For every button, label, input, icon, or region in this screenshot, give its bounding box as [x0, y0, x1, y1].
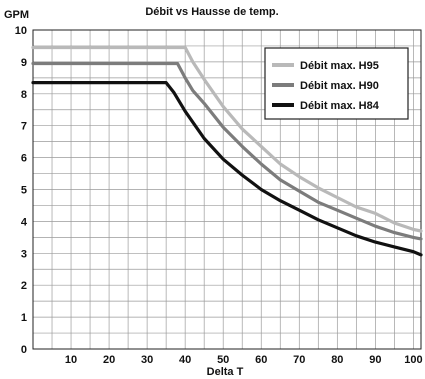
- x-tick-label: 20: [103, 354, 115, 366]
- y-tick-label: 2: [21, 280, 27, 292]
- y-axis-label: GPM: [4, 9, 29, 21]
- y-tick-label: 10: [15, 25, 27, 37]
- legend-label-h90: Débit max. H90: [300, 80, 379, 92]
- tick-labels: 10 20 30 40 50 60 70 80 90 100 0 1 2 3 4 5 6 7 8 9 10: [15, 25, 423, 366]
- plot-frame: [32, 29, 422, 350]
- y-tick-label: 4: [21, 216, 28, 228]
- legend-label-h95: Débit max. H95: [300, 60, 379, 72]
- x-tick-label: 80: [331, 354, 343, 366]
- x-axis-label: Delta T: [207, 366, 244, 378]
- x-tick-label: 60: [255, 354, 267, 366]
- series-lines: [31, 45, 423, 257]
- y-tick-label: 6: [21, 153, 27, 165]
- x-tick-label: 90: [369, 354, 381, 366]
- y-tick-label: 3: [21, 248, 27, 260]
- y-tick-label: 8: [21, 89, 27, 101]
- x-tick-label: 50: [217, 354, 229, 366]
- x-tick-label: 40: [179, 354, 191, 366]
- y-tick-label: 9: [21, 57, 27, 69]
- y-tick-label: 0: [21, 344, 27, 356]
- y-tick-label: 7: [21, 121, 27, 133]
- x-tick-label: 30: [141, 354, 153, 366]
- x-tick-label: 100: [404, 354, 422, 366]
- y-tick-label: 1: [21, 312, 27, 324]
- legend-label-h84: Débit max. H84: [300, 100, 380, 112]
- chart-title: Débit vs Hausse de temp.: [145, 6, 278, 18]
- series-line-h95: [31, 45, 423, 233]
- series-line-h84: [31, 80, 423, 257]
- x-tick-label: 70: [293, 354, 305, 366]
- legend: Débit max. H95 Débit max. H90 Débit max.…: [264, 47, 409, 120]
- series-line-h90: [31, 61, 423, 241]
- y-tick-label: 5: [21, 185, 27, 197]
- x-tick-label: 10: [65, 354, 77, 366]
